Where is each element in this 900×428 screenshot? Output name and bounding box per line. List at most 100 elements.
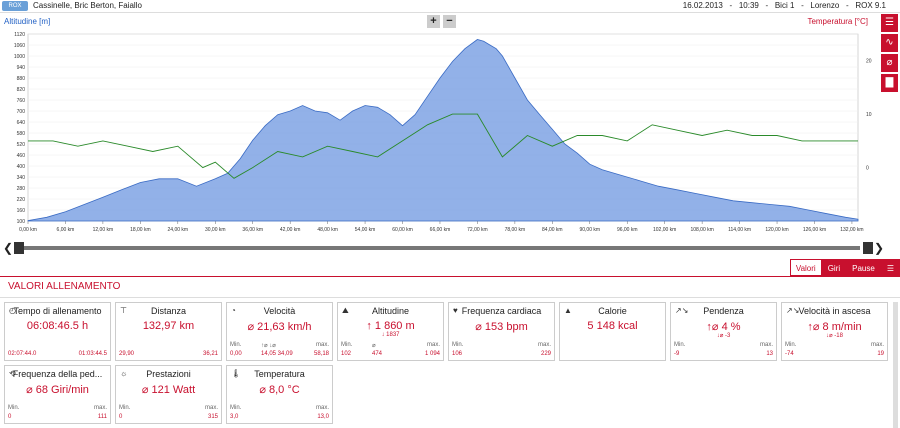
card-min-value: 29,90 — [119, 351, 135, 357]
list-icon[interactable]: ☰ — [881, 14, 898, 32]
altitude-series — [27, 39, 859, 222]
card-mid-value: 14,05 34,09 — [261, 351, 293, 357]
bar-chart-icon[interactable]: ▇ — [881, 74, 898, 92]
x-tick-label: 54,00 km — [355, 227, 376, 233]
card-value: ↑ 1 860 m — [366, 320, 415, 332]
x-tick-label: 24,00 km — [168, 227, 189, 233]
card-min-value: 106 — [452, 351, 463, 357]
x-tick-label: 90,00 km — [579, 227, 600, 233]
panel-tabs: Valori Giri Pause ☰ — [789, 259, 900, 276]
zoom-in-button[interactable]: + — [427, 15, 440, 28]
x-tick-label: 72,00 km — [467, 227, 488, 233]
card-icon: ⟲ — [9, 369, 16, 378]
card-sub-value: ↓⌀ -3 — [716, 333, 731, 339]
card-max-label: max. — [315, 342, 329, 348]
y-tick-label: 880 — [17, 76, 26, 82]
average-icon[interactable]: ⌀ — [881, 54, 898, 72]
x-tick-label: 108,00 km — [690, 227, 713, 233]
x-tick-label: 36,00 km — [242, 227, 263, 233]
card-value: ⌀ 68 Giri/min — [26, 384, 89, 396]
y-tick-label: 760 — [17, 98, 26, 104]
tab-pause[interactable]: Pause — [846, 259, 881, 276]
card-sub-value: ↓ 1837 — [381, 332, 400, 338]
left-axis-selector[interactable]: Altitudine [m] — [4, 17, 51, 26]
y-tick-label: 460 — [17, 153, 26, 159]
y-tick-label: 700 — [17, 109, 26, 115]
card-max-value: 01:03:44.5 — [78, 351, 107, 357]
x-tick-label: 120,00 km — [765, 227, 788, 233]
card-title: Frequenza della ped... — [12, 369, 103, 379]
y-tick-label: 340 — [17, 175, 26, 181]
card-mid-label: ⌀ — [372, 343, 376, 349]
right-axis-selector[interactable]: Temperatura [°C] — [807, 17, 868, 26]
card-title: Tempo di allenamento — [13, 306, 102, 316]
card-max-value: 36,21 — [202, 351, 218, 357]
card-icon: 🌡 — [231, 369, 242, 378]
card-power: ☼ Prestazioni ⌀ 121 Watt Min. max. 0 315 — [115, 365, 222, 424]
tab-valori[interactable]: Valori — [789, 259, 822, 276]
x-tick-label: 48,00 km — [317, 227, 338, 233]
card-min-value: 0 — [119, 414, 123, 420]
card-max-label: max. — [870, 342, 884, 348]
scroll-right-icon[interactable]: ❯ — [874, 241, 885, 255]
card-min-value: -74 — [785, 351, 794, 357]
y-tick-label: 1060 — [14, 43, 25, 49]
card-min-value: 02:07:44.0 — [8, 351, 37, 357]
card-value: ⌀ 8,0 °C — [259, 384, 300, 396]
card-icon: ⊤ — [120, 306, 127, 315]
card-climb-speed: ↗↘ Velocità in ascesa ↑⌀ 8 m/min ↓⌀ -18 Min.… — [781, 302, 888, 361]
x-tick-label: 114,00 km — [728, 227, 751, 233]
y-tick-label: 1000 — [14, 54, 25, 60]
scroll-handle-left[interactable] — [14, 242, 24, 254]
list-view-icon[interactable]: ☰ — [880, 259, 900, 276]
card-min-label: Min. — [341, 342, 353, 348]
card-value: ⌀ 121 Watt — [141, 384, 196, 396]
card-temperature: 🌡 Temperatura ⌀ 8,0 °C Min. max. 3,0 13,0 — [226, 365, 333, 424]
card-speed: ◔ Velocità ⌀ 21,63 km/h Min. ↑⌀ ↓⌀ max. 0,00 14… — [226, 302, 333, 361]
scroll-left-icon[interactable]: ❮ — [3, 241, 14, 255]
track-title: Cassinelle, Bric Berton, Faiallo — [33, 1, 142, 10]
card-max-value: 58,18 — [313, 351, 329, 357]
y-tick-label: 520 — [17, 142, 26, 148]
tab-giri[interactable]: Giri — [821, 259, 847, 276]
card-max-label: max. — [759, 342, 773, 348]
card-max-value: 19 — [877, 351, 884, 357]
card-max-value: 229 — [540, 351, 551, 357]
scroll-track[interactable] — [14, 246, 860, 250]
y-tick-label: 580 — [17, 131, 26, 137]
chart-scrollbar[interactable]: ❮ ❯ — [0, 241, 900, 256]
card-min-value: 0 — [8, 414, 12, 420]
card-min-value: 3,0 — [230, 414, 239, 420]
zoom-out-button[interactable]: − — [443, 15, 456, 28]
card-max-value: 315 — [207, 414, 218, 420]
x-tick-label: 18,00 km — [130, 227, 151, 233]
card-value: ↑⌀ 8 m/min — [807, 321, 862, 333]
y-tick-label: 220 — [17, 197, 26, 203]
y-tick-label: 160 — [17, 208, 26, 214]
y-tick-label: 820 — [17, 87, 26, 93]
card-title: Frequenza cardiaca — [461, 306, 542, 316]
card-max-label: max. — [537, 342, 551, 348]
altitude-chart[interactable]: 1120106010009408808207607006405805204604… — [0, 30, 880, 240]
card-min-label: Min. — [452, 342, 464, 348]
x-tick-label: 132,00 km — [840, 227, 863, 233]
line-chart-icon[interactable]: ∿ — [881, 34, 898, 52]
card-title: Prestazioni — [146, 369, 191, 379]
panel-scrollbar[interactable] — [893, 302, 898, 428]
scroll-handle-right[interactable] — [863, 242, 873, 254]
app-logo: ROX — [2, 1, 28, 11]
card-icon: ◔ — [231, 306, 236, 315]
x-tick-label: 60,00 km — [392, 227, 413, 233]
card-title: Pendenza — [703, 306, 744, 316]
card-calories: ▲ Calorie 5 148 kcal — [559, 302, 666, 361]
card-gradient: ↗↘ Pendenza ↑⌀ 4 % ↓⌀ -3 Min. max. -9 13 — [670, 302, 777, 361]
card-max-label: max. — [315, 405, 329, 411]
card-value: ⌀ 21,63 km/h — [247, 321, 312, 333]
card-min-label: Min. — [230, 405, 242, 411]
card-title: Altitudine — [371, 306, 410, 316]
card-training-time: ◴ Tempo di allenamento 06:08:46.5 h 02:07:4… — [4, 302, 111, 361]
card-min-label: Min. — [119, 405, 131, 411]
card-distance: ⊤ Distanza 132,97 km 29,90 36,21 — [115, 302, 222, 361]
card-min-label: Min. — [230, 342, 242, 348]
card-icon: ♥ — [453, 306, 458, 315]
